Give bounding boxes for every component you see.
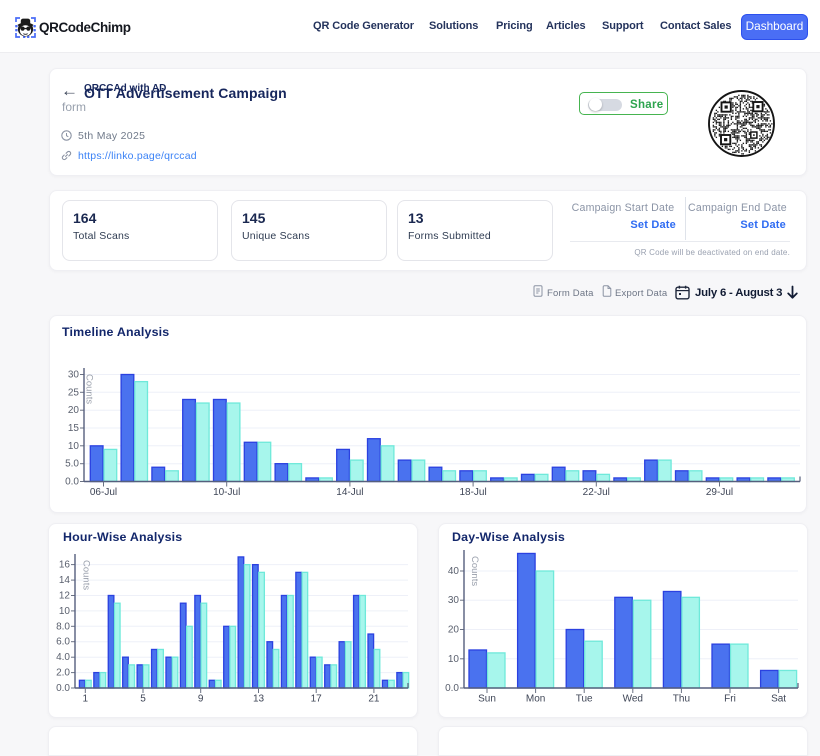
svg-text:8.0: 8.0	[56, 621, 70, 632]
svg-text:17: 17	[311, 694, 323, 705]
svg-text:Fri: Fri	[724, 694, 736, 705]
svg-text:40: 40	[448, 566, 460, 577]
svg-text:Counts: Counts	[469, 556, 480, 586]
svg-text:Sun: Sun	[478, 694, 496, 705]
svg-text:6.0: 6.0	[56, 637, 70, 648]
svg-text:Tue: Tue	[576, 694, 593, 705]
svg-text:0.0: 0.0	[65, 477, 79, 488]
svg-text:20: 20	[68, 405, 80, 416]
svg-text:10: 10	[68, 441, 80, 452]
svg-text:20: 20	[448, 625, 460, 636]
svg-text:30: 30	[68, 370, 80, 381]
svg-text:14: 14	[59, 575, 71, 586]
svg-text:Counts: Counts	[81, 560, 92, 590]
svg-text:10: 10	[59, 606, 71, 617]
svg-text:13: 13	[253, 694, 265, 705]
svg-text:30: 30	[448, 595, 460, 606]
svg-text:2.0: 2.0	[56, 668, 70, 679]
svg-text:12: 12	[59, 591, 71, 602]
svg-text:9: 9	[198, 694, 204, 705]
svg-text:18-Jul: 18-Jul	[459, 487, 486, 498]
svg-text:Sat: Sat	[771, 694, 786, 705]
svg-text:Wed: Wed	[623, 694, 643, 705]
svg-text:29-Jul: 29-Jul	[706, 487, 733, 498]
svg-text:0.0: 0.0	[445, 683, 459, 694]
svg-text:0.0: 0.0	[56, 683, 70, 694]
svg-text:Counts: Counts	[84, 374, 95, 404]
svg-text:25: 25	[68, 387, 80, 398]
svg-text:1: 1	[83, 694, 89, 705]
svg-text:5.0: 5.0	[65, 459, 79, 470]
svg-text:4.0: 4.0	[56, 652, 70, 663]
svg-text:Thu: Thu	[673, 694, 690, 705]
svg-text:22-Jul: 22-Jul	[583, 487, 610, 498]
svg-text:14-Jul: 14-Jul	[336, 487, 363, 498]
svg-text:16: 16	[59, 560, 71, 571]
svg-text:5: 5	[140, 694, 146, 705]
svg-text:21: 21	[368, 694, 380, 705]
svg-text:10: 10	[448, 654, 460, 665]
svg-text:10-Jul: 10-Jul	[213, 487, 240, 498]
svg-text:15: 15	[68, 423, 80, 434]
svg-text:06-Jul: 06-Jul	[90, 487, 117, 498]
svg-text:Mon: Mon	[526, 694, 545, 705]
